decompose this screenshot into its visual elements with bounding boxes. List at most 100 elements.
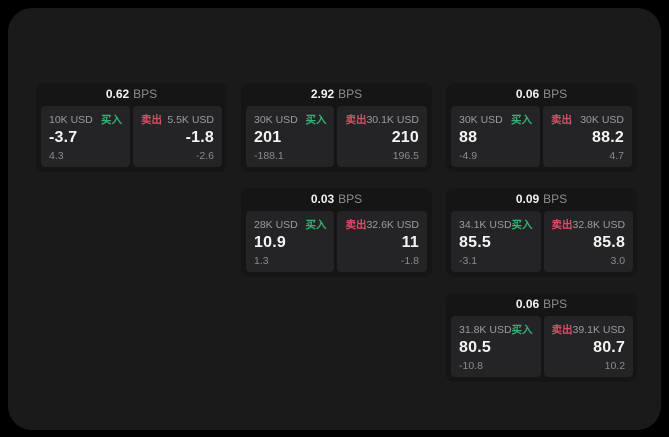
buy-panel[interactable]: 30K USD 买入 88 -4.9 <box>451 106 540 167</box>
quote-card: 0.62 BPS 10K USD 买入 -3.7 4.3 卖出 5.5K USD <box>36 83 227 172</box>
sell-price: -1.8 <box>185 129 214 146</box>
sell-sub-value: 4.7 <box>609 150 624 162</box>
spread-header: 0.03 BPS <box>246 188 427 211</box>
spread-unit-label: BPS <box>338 192 363 206</box>
spread-header: 2.92 BPS <box>246 83 427 106</box>
spread-header: 0.62 BPS <box>41 83 222 106</box>
sell-size: 39.1K USD <box>572 324 626 336</box>
spread-header: 0.06 BPS <box>451 83 632 106</box>
sell-panel[interactable]: 卖出 39.1K USD 80.7 10.2 <box>543 316 634 377</box>
buy-price: 201 <box>254 129 282 146</box>
spread-value: 0.06 <box>515 297 540 311</box>
sell-label-row: 卖出 30.1K USD <box>345 112 419 127</box>
sell-tag: 卖出 <box>551 219 573 231</box>
spread-value: 0.03 <box>310 192 335 206</box>
quote-card: 0.06 BPS 30K USD 买入 88 -4.9 卖出 30K USD <box>446 83 637 172</box>
spread-value: 0.62 <box>105 87 130 101</box>
spread-unit-label: BPS <box>543 297 568 311</box>
sell-tag: 卖出 <box>551 324 573 336</box>
spread-value: 0.09 <box>515 192 540 206</box>
quote-card: 0.09 BPS 34.1K USD 买入 85.5 -3.1 卖出 32.8K… <box>446 188 637 277</box>
buy-price: 80.5 <box>459 339 491 356</box>
buy-price: 85.5 <box>459 234 491 251</box>
buy-tag: 买入 <box>511 114 532 126</box>
sell-panel[interactable]: 卖出 30K USD 88.2 4.7 <box>543 106 632 167</box>
buy-sub-value: -3.1 <box>459 255 478 267</box>
buy-label-row: 28K USD 买入 <box>254 217 326 232</box>
sell-label-row: 卖出 32.6K USD <box>345 217 419 232</box>
buy-label-row: 31.8K USD 买入 <box>459 322 533 337</box>
buy-panel[interactable]: 10K USD 买入 -3.7 4.3 <box>41 106 130 167</box>
sell-sub-value: 3.0 <box>610 255 626 267</box>
sell-panel[interactable]: 卖出 30.1K USD 210 196.5 <box>337 106 427 167</box>
buy-tag: 买入 <box>511 219 533 231</box>
sell-tag: 卖出 <box>345 114 367 126</box>
buy-panel[interactable]: 28K USD 买入 10.9 1.3 <box>246 211 335 272</box>
sell-panel[interactable]: 卖出 32.8K USD 85.8 3.0 <box>543 211 634 272</box>
sell-price: 80.7 <box>593 339 626 356</box>
sell-price: 11 <box>401 234 419 251</box>
buy-tag: 买入 <box>305 114 327 126</box>
buy-price: 88 <box>459 129 478 146</box>
buy-panel[interactable]: 31.8K USD 买入 80.5 -10.8 <box>451 316 541 377</box>
sell-tag: 卖出 <box>141 114 162 126</box>
buy-sub-value: 4.3 <box>49 150 64 162</box>
quote-card: 0.06 BPS 31.8K USD 买入 80.5 -10.8 卖出 39.1… <box>446 293 637 382</box>
buy-size: 30K USD <box>459 114 503 126</box>
spread-header: 0.06 BPS <box>451 293 632 316</box>
buy-price: -3.7 <box>49 129 78 146</box>
buy-label-row: 10K USD 买入 <box>49 112 122 127</box>
buy-size: 28K USD <box>254 219 298 231</box>
spread-value: 0.06 <box>515 87 540 101</box>
sell-sub-value: 196.5 <box>392 150 419 162</box>
sell-size: 32.6K USD <box>366 219 419 231</box>
buy-size: 34.1K USD <box>459 219 512 231</box>
sell-size: 30K USD <box>580 114 624 126</box>
sell-size: 30.1K USD <box>366 114 419 126</box>
spread-value: 2.92 <box>310 87 335 101</box>
sell-sub-value: -1.8 <box>400 255 419 267</box>
quote-panels: 30K USD 买入 88 -4.9 卖出 30K USD 88.2 4.7 <box>451 106 632 167</box>
buy-sub-value: -10.8 <box>459 360 483 372</box>
buy-label-row: 30K USD 买入 <box>459 112 532 127</box>
buy-panel[interactable]: 34.1K USD 买入 85.5 -3.1 <box>451 211 541 272</box>
spread-unit-label: BPS <box>543 192 568 206</box>
sell-panel[interactable]: 卖出 5.5K USD -1.8 -2.6 <box>133 106 222 167</box>
buy-label-row: 30K USD 买入 <box>254 112 326 127</box>
sell-size: 32.8K USD <box>572 219 626 231</box>
quote-panels: 30K USD 买入 201 -188.1 卖出 30.1K USD 210 1… <box>246 106 427 167</box>
quote-panels: 28K USD 买入 10.9 1.3 卖出 32.6K USD 11 -1.8 <box>246 211 427 272</box>
spread-unit-label: BPS <box>338 87 363 101</box>
buy-tag: 买入 <box>101 114 122 126</box>
spread-header: 0.09 BPS <box>451 188 632 211</box>
buy-size: 30K USD <box>254 114 298 126</box>
buy-size: 31.8K USD <box>459 324 512 336</box>
buy-sub-value: -4.9 <box>459 150 478 162</box>
sell-price: 88.2 <box>592 129 624 146</box>
buy-label-row: 34.1K USD 买入 <box>459 217 533 232</box>
quote-panels: 31.8K USD 买入 80.5 -10.8 卖出 39.1K USD 80.… <box>451 316 634 377</box>
spread-unit-label: BPS <box>543 87 568 101</box>
sell-label-row: 卖出 32.8K USD <box>552 217 626 232</box>
sell-label-row: 卖出 5.5K USD <box>141 112 214 127</box>
app-window: 0.62 BPS 10K USD 买入 -3.7 4.3 卖出 5.5K USD <box>8 8 661 430</box>
sell-panel[interactable]: 卖出 32.6K USD 11 -1.8 <box>337 211 427 272</box>
sell-price: 85.8 <box>593 234 626 251</box>
sell-size: 5.5K USD <box>167 114 214 126</box>
buy-sub-value: -188.1 <box>254 150 284 162</box>
buy-tag: 买入 <box>305 219 327 231</box>
buy-tag: 买入 <box>511 324 533 336</box>
quote-panels: 10K USD 买入 -3.7 4.3 卖出 5.5K USD -1.8 -2.… <box>41 106 222 167</box>
sell-sub-value: -2.6 <box>195 150 214 162</box>
buy-sub-value: 1.3 <box>254 255 269 267</box>
sell-tag: 卖出 <box>551 114 572 126</box>
quote-panels: 34.1K USD 买入 85.5 -3.1 卖出 32.8K USD 85.8… <box>451 211 634 272</box>
quote-card: 0.03 BPS 28K USD 买入 10.9 1.3 卖出 32.6K US… <box>241 188 432 277</box>
sell-tag: 卖出 <box>345 219 367 231</box>
quote-card: 2.92 BPS 30K USD 买入 201 -188.1 卖出 30.1K … <box>241 83 432 172</box>
buy-panel[interactable]: 30K USD 买入 201 -188.1 <box>246 106 335 167</box>
sell-price: 210 <box>391 129 419 146</box>
sell-label-row: 卖出 30K USD <box>551 112 624 127</box>
spread-unit-label: BPS <box>133 87 158 101</box>
